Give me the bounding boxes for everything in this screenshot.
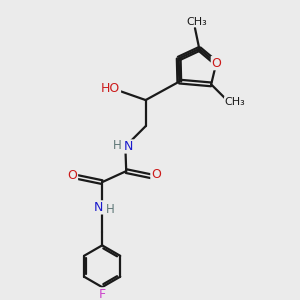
Text: N: N	[124, 140, 134, 153]
Text: HO: HO	[101, 82, 121, 95]
Text: H: H	[106, 203, 115, 216]
Text: O: O	[68, 169, 77, 182]
Text: H: H	[113, 139, 122, 152]
Text: F: F	[99, 288, 106, 300]
Text: N: N	[94, 201, 104, 214]
Text: CH₃: CH₃	[186, 17, 207, 27]
Text: O: O	[211, 57, 221, 70]
Text: CH₃: CH₃	[225, 97, 245, 107]
Text: O: O	[151, 168, 161, 182]
